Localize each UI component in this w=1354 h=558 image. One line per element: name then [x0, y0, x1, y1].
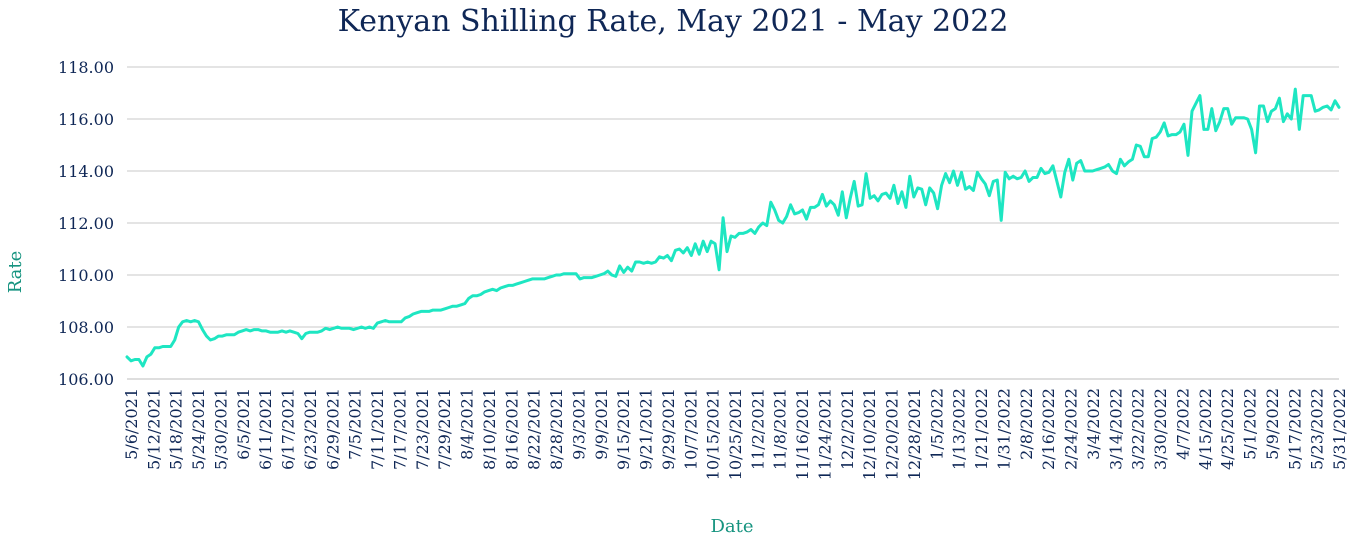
x-tick-label: 4/7/2022 — [1173, 388, 1192, 460]
x-tick-label: 1/13/2022 — [950, 388, 969, 470]
x-tick-label: 6/23/2021 — [301, 388, 320, 470]
x-tick-label: 8/4/2021 — [458, 388, 477, 460]
x-tick-label: 6/5/2021 — [234, 388, 253, 460]
x-tick-label: 2/8/2022 — [1017, 388, 1036, 460]
x-tick-label: 10/15/2021 — [704, 388, 723, 480]
x-tick-label: 5/31/2022 — [1330, 388, 1349, 470]
x-tick-label: 12/28/2021 — [905, 388, 924, 480]
x-tick-label: 1/21/2022 — [972, 388, 991, 470]
x-tick-label: 9/29/2021 — [659, 388, 678, 470]
y-axis-title: Rate — [5, 251, 26, 294]
y-tick-label: 108.00 — [58, 318, 114, 337]
x-tick-label: 9/3/2021 — [569, 388, 588, 460]
x-tick-label: 11/2/2021 — [748, 388, 767, 470]
y-tick-label: 110.00 — [58, 266, 114, 285]
x-tick-label: 1/31/2022 — [994, 388, 1013, 470]
x-tick-label: 2/16/2022 — [1039, 388, 1058, 470]
y-tick-label: 106.00 — [58, 370, 114, 389]
x-tick-label: 7/11/2021 — [368, 388, 387, 470]
x-tick-label: 3/4/2022 — [1084, 388, 1103, 460]
x-tick-label: 9/15/2021 — [614, 388, 633, 470]
x-tick-label: 1/5/2022 — [927, 388, 946, 460]
x-tick-label: 10/7/2021 — [681, 388, 700, 470]
x-tick-label: 11/24/2021 — [815, 388, 834, 480]
x-tick-label: 5/23/2022 — [1308, 388, 1327, 470]
y-tick-label: 114.00 — [58, 162, 114, 181]
x-tick-label: 8/28/2021 — [547, 388, 566, 470]
x-tick-label: 9/9/2021 — [592, 388, 611, 460]
x-tick-label: 3/14/2022 — [1106, 388, 1125, 470]
x-tick-label: 5/12/2021 — [144, 388, 163, 470]
x-tick-label: 5/1/2022 — [1241, 388, 1260, 460]
x-tick-label: 7/23/2021 — [413, 388, 432, 470]
x-tick-label: 4/15/2022 — [1196, 388, 1215, 470]
x-tick-label: 3/22/2022 — [1129, 388, 1148, 470]
gridlines — [127, 66, 1339, 380]
x-tick-label: 7/29/2021 — [435, 388, 454, 470]
x-tick-label: 5/6/2021 — [122, 388, 141, 460]
x-axis-ticks: 5/6/2021 5/12/2021 5/18/2021 5/24/2021 5/30/… — [122, 388, 1349, 480]
x-tick-label: 11/16/2021 — [793, 388, 812, 480]
x-tick-label: 5/30/2021 — [211, 388, 230, 470]
y-tick-label: 118.00 — [58, 58, 114, 77]
series-line-0 — [125, 87, 1341, 368]
y-tick-label: 116.00 — [58, 110, 114, 129]
x-tick-label: 10/25/2021 — [726, 388, 745, 480]
x-tick-label: 3/30/2022 — [1151, 388, 1170, 470]
x-tick-label: 6/17/2021 — [279, 388, 298, 470]
chart-title: Kenyan Shilling Rate, May 2021 - May 202… — [338, 4, 1009, 39]
x-tick-label: 4/25/2022 — [1218, 388, 1237, 470]
x-tick-label: 7/17/2021 — [390, 388, 409, 470]
x-tick-label: 5/17/2022 — [1285, 388, 1304, 470]
x-tick-label: 8/10/2021 — [480, 388, 499, 470]
y-axis-ticks: 106.00 108.00 110.00 112.00 114.00 116.00 118.… — [58, 58, 114, 389]
x-tick-label: 7/5/2021 — [346, 388, 365, 460]
x-tick-label: 12/20/2021 — [883, 388, 902, 480]
x-axis-title: Date — [710, 516, 753, 537]
x-tick-label: 12/2/2021 — [838, 388, 857, 470]
x-tick-label: 5/9/2022 — [1263, 388, 1282, 460]
x-tick-label: 2/24/2022 — [1062, 388, 1081, 470]
series-layer — [125, 87, 1341, 368]
x-tick-label: 9/21/2021 — [637, 388, 656, 470]
x-tick-label: 5/24/2021 — [189, 388, 208, 470]
x-tick-label: 6/29/2021 — [323, 388, 342, 470]
x-tick-label: 6/11/2021 — [256, 388, 275, 470]
x-tick-label: 12/10/2021 — [860, 388, 879, 480]
x-tick-label: 8/16/2021 — [502, 388, 521, 470]
x-tick-label: 5/18/2021 — [167, 388, 186, 470]
x-tick-label: 11/8/2021 — [771, 388, 790, 470]
y-tick-label: 112.00 — [58, 214, 114, 233]
x-tick-label: 8/22/2021 — [525, 388, 544, 470]
